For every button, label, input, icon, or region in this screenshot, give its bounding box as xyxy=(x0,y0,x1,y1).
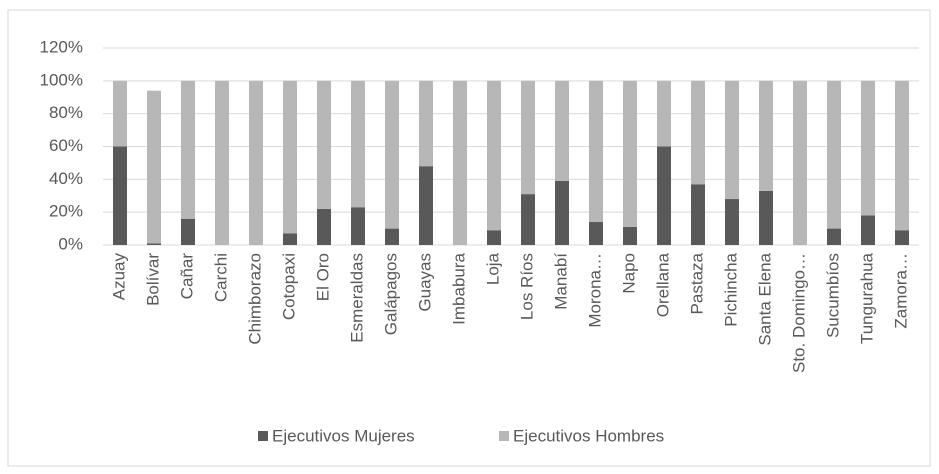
bar-segment xyxy=(793,80,807,245)
bar-segment xyxy=(385,228,399,245)
y-tick-label: 60% xyxy=(49,136,83,155)
bar-segment xyxy=(657,80,671,147)
bar-segment xyxy=(589,222,603,245)
bar-segment xyxy=(691,184,705,245)
y-tick-label: 0% xyxy=(58,234,83,253)
y-tick-label: 100% xyxy=(40,70,83,89)
bar-segment xyxy=(895,80,909,231)
x-tick-label: Morona… xyxy=(585,253,604,328)
bar-segment xyxy=(555,180,569,245)
x-tick-label: El Oro xyxy=(313,253,332,301)
bar-segment xyxy=(147,90,161,244)
x-tick-label: Imbabura xyxy=(449,252,468,324)
chart-frame xyxy=(7,9,931,467)
legend-label: Ejecutivos Mujeres xyxy=(272,426,415,445)
bar-segment xyxy=(487,80,501,231)
x-tick-label: Los Ríos xyxy=(517,253,536,320)
x-tick-label: Loja xyxy=(483,252,502,285)
x-tick-label: Napo xyxy=(619,253,638,294)
bar-segment xyxy=(147,243,161,245)
y-tick-label: 80% xyxy=(49,103,83,122)
x-tick-label: Carchi xyxy=(211,253,230,302)
x-tick-label: Tungurahua xyxy=(857,252,876,344)
bar-segment xyxy=(317,208,331,245)
bar-segment xyxy=(657,146,671,245)
x-tick-label: Cotopaxi xyxy=(279,253,298,320)
bar-segment xyxy=(555,80,569,181)
y-tick-label: 120% xyxy=(40,37,83,56)
bar-segment xyxy=(283,233,297,245)
x-tick-label: Azuay xyxy=(109,253,128,301)
x-tick-label: Cañar xyxy=(177,253,196,300)
bar-segment xyxy=(487,230,501,245)
legend-swatch xyxy=(499,431,509,441)
x-tick-label: Guayas xyxy=(415,253,434,312)
x-tick-label: Zamora… xyxy=(891,253,910,329)
bar-segment xyxy=(725,199,739,245)
x-tick-label: Pichincha xyxy=(721,252,740,326)
bar-segment xyxy=(419,80,433,167)
y-tick-label: 40% xyxy=(49,169,83,188)
bar-segment xyxy=(759,80,773,191)
bar-segment xyxy=(521,194,535,245)
bar-segment xyxy=(351,207,365,245)
bar-segment xyxy=(589,80,603,223)
legend-label: Ejecutivos Hombres xyxy=(513,426,664,445)
bar-segment xyxy=(453,80,467,245)
bar-segment xyxy=(113,146,127,245)
x-tick-label: Manabí xyxy=(551,253,570,310)
bar-segment xyxy=(283,80,297,234)
bar-segment xyxy=(521,80,535,195)
bar-segment xyxy=(181,218,195,245)
bar-segment xyxy=(691,80,705,185)
bar-segment xyxy=(351,80,365,208)
bar-segment xyxy=(895,230,909,245)
bar-segment xyxy=(861,215,875,245)
x-tick-label: Pastaza xyxy=(687,252,706,314)
bar-segment xyxy=(181,80,195,219)
bar-segment xyxy=(725,80,739,200)
bar-segment xyxy=(215,80,229,245)
bar-segment xyxy=(827,80,841,229)
x-tick-label: Galápagos xyxy=(381,253,400,335)
x-tick-label: Santa Elena xyxy=(755,252,774,345)
bar-segment xyxy=(623,80,637,227)
bar-segment xyxy=(385,80,399,229)
x-tick-label: Esmeraldas xyxy=(347,253,366,343)
bar-segment xyxy=(623,226,637,245)
legend-swatch xyxy=(258,431,268,441)
x-tick-label: Bolívar xyxy=(143,253,162,306)
bar-segment xyxy=(249,80,263,245)
x-tick-label: Sto. Domingo… xyxy=(789,253,808,373)
x-tick-label: Sucumbíos xyxy=(823,253,842,338)
bar-segment xyxy=(419,166,433,245)
bar-segment xyxy=(113,80,127,147)
bar-segment xyxy=(827,228,841,245)
bar-segment xyxy=(861,80,875,216)
x-tick-label: Chimborazo xyxy=(245,253,264,345)
bar-segment xyxy=(317,80,331,209)
y-tick-label: 20% xyxy=(49,202,83,221)
x-tick-label: Orellana xyxy=(653,252,672,317)
bar-segment xyxy=(759,190,773,245)
